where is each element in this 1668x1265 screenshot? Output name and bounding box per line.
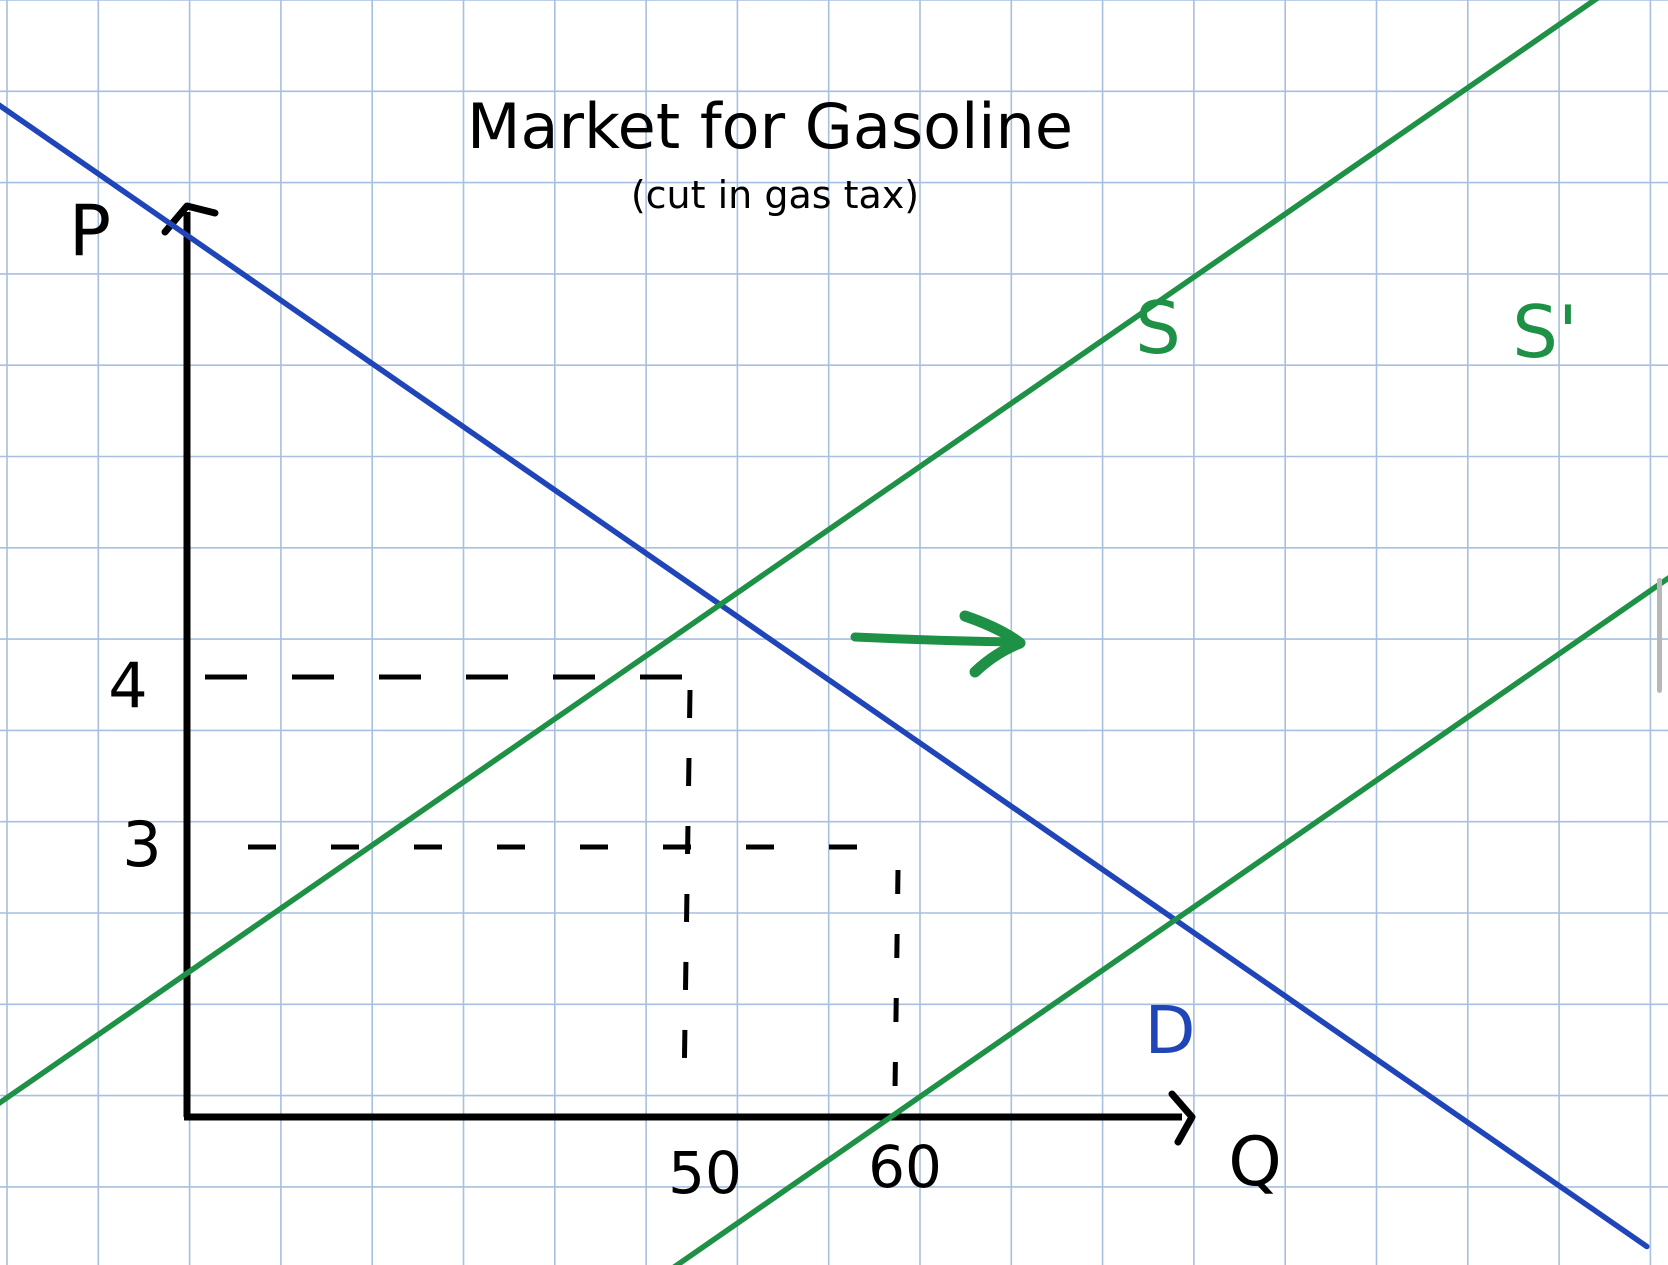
guide-quantity-60 xyxy=(892,869,901,1091)
supply-curve xyxy=(0,0,1600,1106)
supply-label: S xyxy=(1135,286,1181,370)
supply-curve-shifted xyxy=(672,575,1668,1265)
supply-shifted-label: S' xyxy=(1512,290,1578,374)
x-axis-arrowhead xyxy=(1168,1090,1196,1146)
guide-quantity-50 xyxy=(681,689,693,1091)
chart-title: Market for Gasoline xyxy=(467,90,1073,163)
y-tick-label-4: 4 xyxy=(108,649,147,722)
demand-label: D xyxy=(1145,992,1196,1069)
scrollbar[interactable] xyxy=(1657,578,1662,693)
shift-arrowhead-icon xyxy=(959,610,1026,678)
chart-subtitle: (cut in gas tax) xyxy=(631,173,919,217)
x-tick-label-60: 60 xyxy=(868,1133,942,1201)
demand-curve xyxy=(0,102,1650,1250)
y-axis-label: P xyxy=(69,190,111,272)
y-tick-label-3: 3 xyxy=(122,808,161,881)
x-axis-label: Q xyxy=(1228,1123,1282,1202)
shift-arrow-icon xyxy=(850,632,1023,647)
x-tick-label-50: 50 xyxy=(668,1139,742,1207)
